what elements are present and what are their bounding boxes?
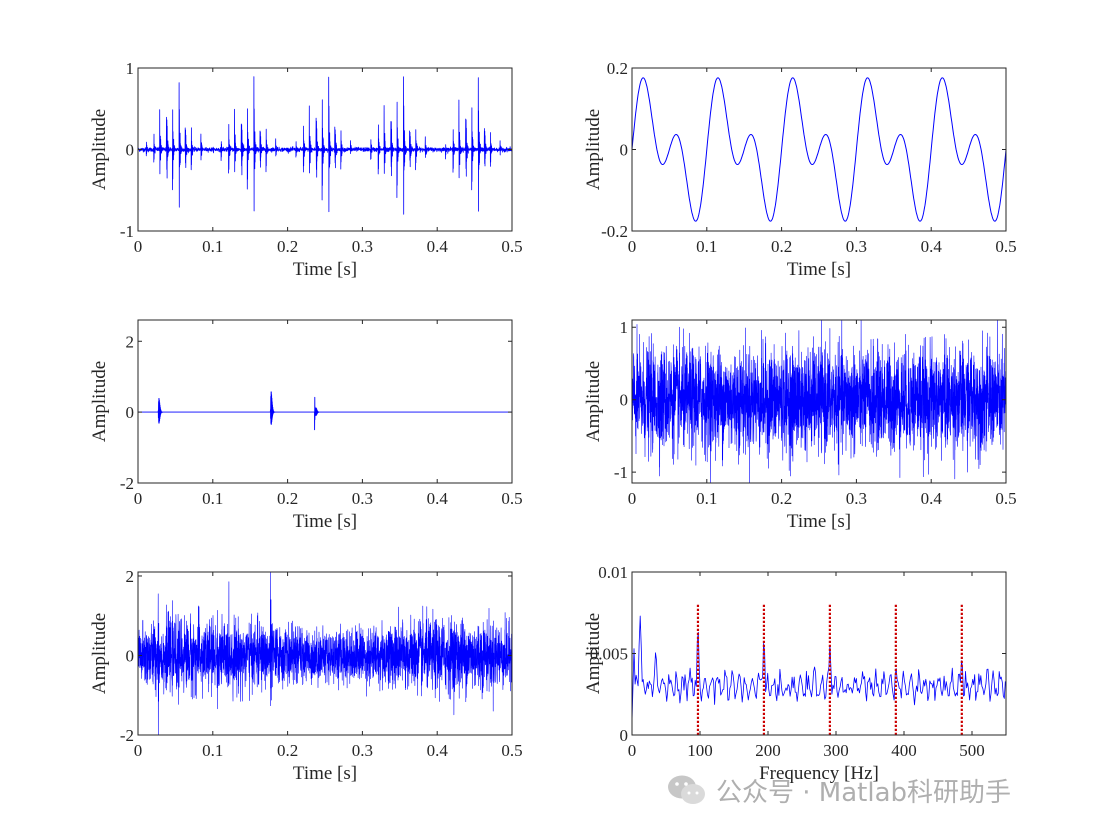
x-tick-label: 0.2 [277,741,298,760]
y-axis-label: Amplitude [89,613,110,694]
x-tick-label: 0.2 [277,237,298,256]
y-tick-label: 0.01 [598,563,628,582]
series-harmonic [631,77,1007,222]
x-tick-label: 0.5 [501,237,522,256]
y-tick-label: 0 [620,141,629,160]
x-axis-label: Time [s] [293,259,357,280]
y-tick-label: 0.005 [590,645,628,664]
x-axis-label: Time [s] [293,763,357,784]
axes-box [137,571,513,736]
y-tick-label: 0 [126,141,135,160]
y-tick-label: -1 [614,463,628,482]
x-tick-label: 0.5 [995,237,1016,256]
x-tick-label: 0.2 [277,489,298,508]
x-tick-label: 300 [823,741,849,760]
x-tick-label: 0.2 [771,237,792,256]
x-tick-label: 400 [891,741,917,760]
y-tick-label: 2 [126,567,135,586]
x-tick-label: 0.1 [696,489,717,508]
y-tick-label: 0 [126,403,135,422]
axes-spectrum: 0 100 200 300 400 500 0 0.005 0.01 Frequency [Hz]… [583,563,1007,784]
y-tick-label: 1 [126,59,135,78]
series-composite [137,571,513,736]
x-tick-label: 500 [959,741,985,760]
y-axis-label: Amplitude [89,361,110,442]
x-tick-label: 0.3 [352,489,373,508]
series-spectrum [631,615,1006,723]
x-tick-label: 200 [755,741,781,760]
x-tick-label: 0 [134,237,143,256]
x-tick-label: 0.3 [352,741,373,760]
x-tick-label: 0.1 [202,237,223,256]
axes-box [631,571,1007,736]
x-tick-label: 0.4 [427,237,449,256]
x-tick-label: 0 [628,489,637,508]
y-tick-label: 0 [126,646,135,665]
y-tick-label: 0 [620,391,629,410]
y-axis-label: Amplitude [583,613,604,694]
y-tick-label: -2 [120,474,134,493]
x-axis-label: Time [s] [293,511,357,532]
y-axis-label: Amplitude [583,361,604,442]
x-tick-label: 0 [628,741,637,760]
x-tick-label: 100 [687,741,713,760]
y-tick-label: 0.2 [607,59,628,78]
series-transients [137,391,513,431]
x-axis-label: Frequency [Hz] [759,763,879,784]
series-impulses [137,76,513,215]
x-tick-label: 0.5 [995,489,1016,508]
axes-box [137,319,513,484]
x-tick-label: 0.5 [501,741,522,760]
x-tick-label: 0.5 [501,489,522,508]
x-tick-label: 0 [628,237,637,256]
y-axis-label: Amplitude [89,109,110,190]
y-axis-label: Amplitude [583,109,604,190]
y-tick-label: 2 [126,332,135,351]
x-tick-label: 0.3 [846,489,867,508]
x-tick-label: 0.1 [696,237,717,256]
y-tick-label: 0 [620,726,629,745]
x-tick-label: 0 [134,741,143,760]
wechat-icon [668,775,705,804]
y-tick-label: -2 [120,726,134,745]
watermark: 公众号 · Matlab科研助手 [666,770,1011,810]
x-tick-label: 0.1 [202,489,223,508]
y-tick-label: -1 [120,222,134,241]
series-noise [631,319,1007,484]
y-tick-label: 1 [620,318,629,337]
x-tick-label: 0.2 [771,489,792,508]
x-axis-label: Time [s] [787,511,851,532]
x-tick-label: 0.4 [921,489,943,508]
y-tick-label: -0.2 [601,222,628,241]
x-axis-label: Time [s] [787,259,851,280]
x-tick-label: 0.3 [846,237,867,256]
x-tick-label: 0 [134,489,143,508]
x-tick-label: 0.1 [202,741,223,760]
x-tick-label: 0.4 [427,489,449,508]
axes-box [631,319,1007,484]
x-tick-label: 0.3 [352,237,373,256]
x-tick-label: 0.4 [921,237,943,256]
x-tick-label: 0.4 [427,741,449,760]
watermark-text: 公众号 · Matlab科研助手 [716,777,1012,808]
